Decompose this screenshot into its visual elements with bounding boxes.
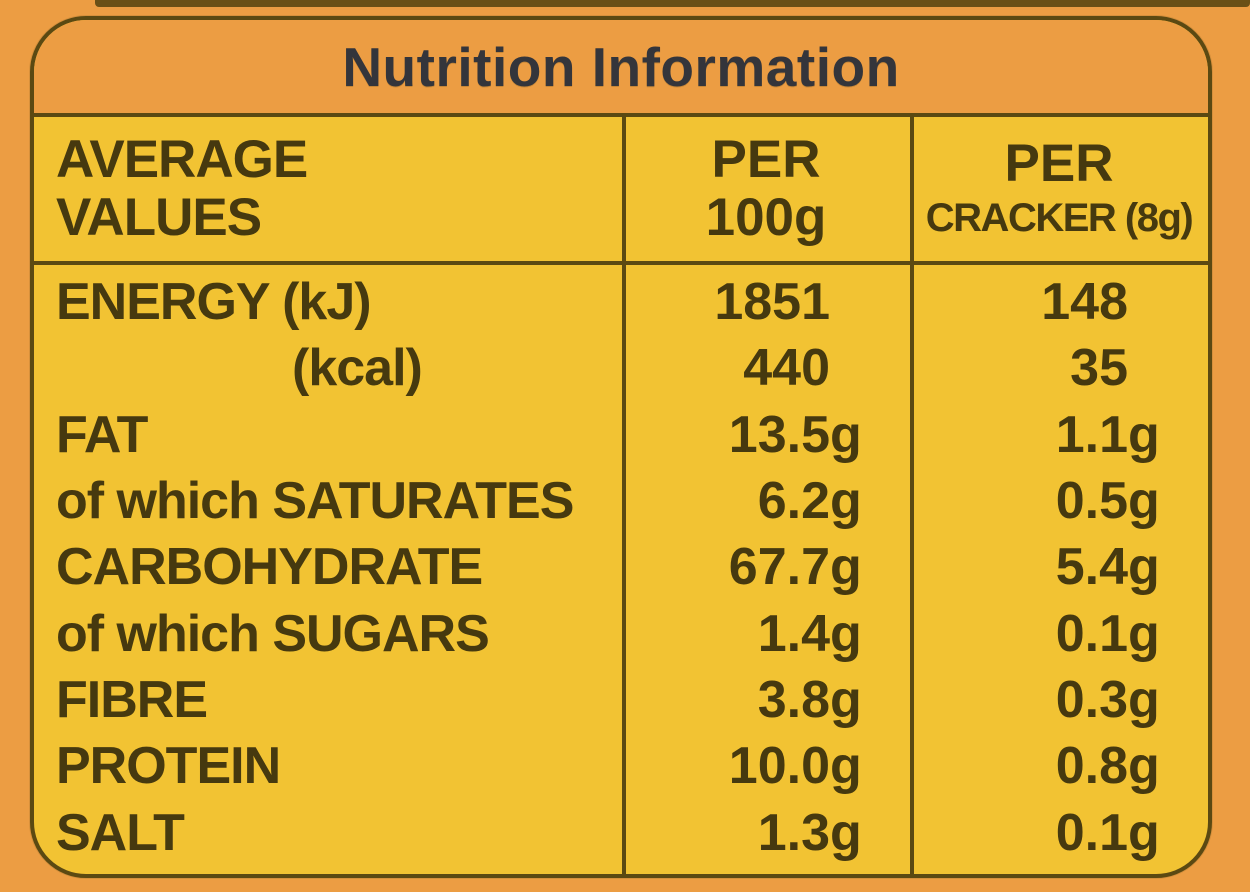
label-title: Nutrition Information — [342, 35, 900, 98]
header-line: VALUES — [56, 188, 262, 247]
column-header-average-values: AVERAGE VALUES — [34, 131, 622, 247]
value-per-cracker: 0.8g — [910, 736, 1208, 796]
value-number: 440 — [743, 339, 830, 398]
value-per-cracker: 148 — [910, 272, 1208, 332]
row-label: CARBOHYDRATE — [56, 538, 483, 597]
column-divider-1 — [622, 117, 626, 874]
column-divider-2 — [910, 117, 914, 874]
value-unit: g — [830, 671, 862, 730]
value-unit: g — [830, 405, 862, 464]
header-line: 100g — [705, 188, 827, 247]
value-per-cracker: 35 — [910, 338, 1208, 398]
value-unit: g — [830, 538, 862, 597]
value-per-cracker: 5.4g — [910, 537, 1208, 597]
value-unit: g — [1128, 671, 1160, 730]
table-body: ENERGY (kJ) 1851 148 (kcal) 440 35 FAT 1… — [34, 265, 1208, 874]
row-label: FAT — [56, 405, 148, 464]
nutrition-label-card: Nutrition Information AVERAGE VALUES PER… — [30, 16, 1212, 878]
row-label: of which SATURATES — [56, 472, 574, 531]
table-row-fibre: FIBRE 3.8g 0.3g — [34, 667, 1208, 733]
value-number: 6.2 — [757, 472, 830, 531]
value-unit: g — [1128, 538, 1160, 597]
table-row-salt: SALT 1.3g 0.1g — [34, 800, 1208, 866]
header-line: PER — [711, 130, 821, 189]
value-number: 0.1 — [1055, 604, 1128, 663]
value-number: 1.4 — [757, 604, 830, 663]
header-line: AVERAGE — [56, 130, 308, 189]
value-per-100g: 10.0g — [622, 736, 910, 796]
title-band: Nutrition Information — [34, 20, 1208, 117]
value-unit: g — [830, 803, 862, 862]
value-number: 0.1 — [1055, 803, 1128, 862]
value-number: 67.7 — [728, 538, 830, 597]
value-number: 10.0 — [728, 737, 830, 796]
value-unit: g — [1128, 405, 1160, 464]
header-line: PER — [1004, 134, 1114, 193]
table-header-row: AVERAGE VALUES PER 100g PER CRACKER (8g) — [34, 117, 1208, 265]
row-label: of which SUGARS — [56, 604, 490, 663]
nutrition-table: AVERAGE VALUES PER 100g PER CRACKER (8g)… — [34, 117, 1208, 874]
column-header-per-cracker: PER CRACKER (8g) — [910, 135, 1208, 243]
row-label: ENERGY (kJ) — [56, 273, 372, 332]
value-unit: g — [830, 604, 862, 663]
table-row-saturates: of which SATURATES 6.2g 0.5g — [34, 468, 1208, 534]
value-number: 1.3 — [757, 803, 830, 862]
header-line: CRACKER (8g) — [925, 196, 1194, 240]
value-unit: g — [1128, 604, 1160, 663]
value-number: 0.8 — [1055, 737, 1128, 796]
column-header-per-100g: PER 100g — [622, 131, 910, 247]
value-number: 1.1 — [1055, 405, 1128, 464]
value-per-100g: 1.3g — [622, 803, 910, 863]
value-per-100g: 1851 — [622, 272, 910, 332]
value-number: 0.5 — [1055, 472, 1128, 531]
value-unit: g — [1128, 472, 1160, 531]
value-number: 35 — [1070, 339, 1128, 398]
value-per-cracker: 0.5g — [910, 471, 1208, 531]
value-per-100g: 3.8g — [622, 670, 910, 730]
table-row-fat: FAT 13.5g 1.1g — [34, 402, 1208, 468]
table-row-energy-kj: ENERGY (kJ) 1851 148 — [34, 269, 1208, 335]
value-unit: g — [830, 737, 862, 796]
value-number: 1851 — [714, 273, 830, 332]
value-number: 5.4 — [1055, 538, 1128, 597]
value-per-100g: 67.7g — [622, 537, 910, 597]
row-label: SALT — [56, 803, 185, 862]
value-per-100g: 1.4g — [622, 604, 910, 664]
value-per-cracker: 0.3g — [910, 670, 1208, 730]
value-per-100g: 440 — [622, 338, 910, 398]
table-row-energy-kcal: (kcal) 440 35 — [34, 335, 1208, 401]
row-label: FIBRE — [56, 671, 208, 730]
value-number: 3.8 — [757, 671, 830, 730]
package-edge-line — [95, 0, 1250, 7]
table-row-carbohydrate: CARBOHYDRATE 67.7g 5.4g — [34, 534, 1208, 600]
value-per-cracker: 1.1g — [910, 405, 1208, 465]
table-row-sugars: of which SUGARS 1.4g 0.1g — [34, 601, 1208, 667]
value-unit: g — [830, 472, 862, 531]
value-unit: g — [1128, 803, 1160, 862]
value-unit: g — [1128, 737, 1160, 796]
value-per-100g: 13.5g — [622, 405, 910, 465]
value-per-cracker: 0.1g — [910, 803, 1208, 863]
row-label: PROTEIN — [56, 737, 281, 796]
value-number: 13.5 — [728, 405, 830, 464]
row-label: (kcal) — [292, 339, 423, 398]
value-number: 148 — [1041, 273, 1128, 332]
value-per-100g: 6.2g — [622, 471, 910, 531]
table-row-protein: PROTEIN 10.0g 0.8g — [34, 733, 1208, 799]
value-number: 0.3 — [1055, 671, 1128, 730]
value-per-cracker: 0.1g — [910, 604, 1208, 664]
